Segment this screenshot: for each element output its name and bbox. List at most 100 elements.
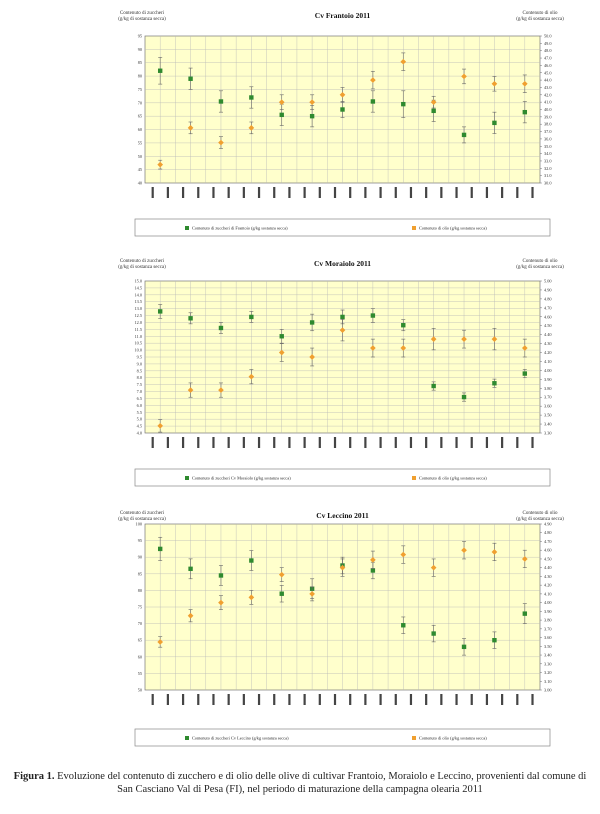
leccino-x-tick-label [197,694,200,705]
leccino-x-tick-label [364,694,367,705]
moraiolo-oil-point [430,336,437,342]
moraiolo-ylabel-left-unit: (g/kg di sostanza secca) [118,265,166,270]
moraiolo-sugar-point [370,313,376,318]
frantoio-right-tick: 43.0 [544,85,552,90]
chart-frantoio-svg: Contenuto di zuccheri(g/kg di sostanza s… [118,11,564,237]
leccino-x-tick-label [394,694,397,705]
frantoio-ylabel-left-unit: (g/kg di sostanza secca) [118,17,166,22]
frantoio-legend-sugar-label: Contenuto di zuccheri di Frantoio (g/kg … [192,226,288,231]
moraiolo-x-tick-label [485,437,489,448]
moraiolo-sugar-point [309,320,315,325]
leccino-left-tick: 65 [138,638,142,643]
leccino-x-tick-label [181,694,185,705]
moraiolo-x-tick-label [257,437,261,448]
frantoio-ylabel-left: Contenuto di zuccheri [120,11,165,16]
frantoio-x-tick-label [197,187,200,198]
leccino-x-tick-label [227,694,230,705]
moraiolo-right-tick: 4.20 [544,350,552,355]
frantoio-x-tick-label [531,187,534,198]
frantoio-sugar-point [340,107,345,112]
leccino-right-tick: 3.30 [544,661,552,666]
chart-moraiolo: Contenuto di zuccheri (g/kg di sostanza s… [0,248,600,500]
frantoio-right-tick: 31.0 [544,173,552,178]
chart-frantoio: Contenuto di zuccheri (g/kg di sostanza s… [0,0,600,248]
leccino-x-tick-label [349,694,352,705]
frantoio-oil-point [370,77,376,83]
leccino-right-tick: 3.50 [544,644,552,649]
moraiolo-left-tick: 14.0 [134,292,142,297]
frantoio-oil-point [157,161,164,168]
frantoio-chart-title: Cv Frantoio 2011 [315,11,371,20]
frantoio-right-tick: 37.0 [544,129,552,134]
moraiolo-left-tick: 5.0 [137,417,142,422]
frantoio-right-tick: 33.0 [544,158,552,163]
moraiolo-x-tick-label [470,437,473,448]
leccino-right-tick: 4.30 [544,574,552,579]
leccino-left-tick: 85 [138,571,142,576]
frantoio-x-tick-label [151,187,154,198]
leccino-right-tick: 4.80 [544,530,552,535]
moraiolo-legend-oil-label: Contenuto di olio (g/kg sostanza secca) [419,476,487,481]
frantoio-x-tick-label [227,187,230,198]
moraiolo-left-tick: 9.0 [137,361,142,366]
leccino-right-tick: 3.90 [544,609,552,614]
leccino-sugar-point [249,558,254,563]
moraiolo-left-tick: 4.0 [137,431,142,436]
moraiolo-oil-point [370,345,376,351]
moraiolo-x-tick-label [333,437,337,448]
moraiolo-left-tick: 4.5 [137,424,142,429]
leccino-left-tick: 60 [138,654,142,659]
frantoio-oil-point [521,80,528,87]
moraiolo-right-tick: 3.60 [544,404,552,409]
moraiolo-ylabel-right-unit: (g/kg di sostanza secca) [516,265,564,270]
moraiolo-x-tick-label [349,437,352,448]
moraiolo-x-tick-label [242,437,245,448]
frantoio-x-tick-label [257,187,261,198]
moraiolo-x-tick-label [379,437,382,448]
moraiolo-right-tick: 4.00 [544,368,552,373]
leccino-x-tick-label [333,694,337,705]
leccino-ylabel-left-unit: (g/kg di sostanza secca) [118,517,166,522]
leccino-x-tick-label [501,694,504,705]
moraiolo-x-tick-label [151,437,154,448]
moraiolo-right-tick: 5.00 [544,279,552,284]
moraiolo-oil-point [309,354,315,360]
moraiolo-left-tick: 7.0 [137,389,142,394]
leccino-x-tick-label [151,694,154,705]
frantoio-right-tick: 48.0 [544,48,552,53]
frantoio-legend-sugar-marker [185,226,189,230]
moraiolo-left-tick: 12.5 [134,313,142,318]
frantoio-left-tick: 50 [138,154,142,159]
moraiolo-x-tick-label [181,437,185,448]
leccino-x-tick-label [440,694,443,705]
leccino-x-tick-label [212,694,215,705]
leccino-legend-sugar-label: Contenuto di zuccheri Cv Leccino (g/kg s… [192,736,289,741]
caption-label: Figura 1. [13,771,55,782]
moraiolo-oil-point [339,327,346,334]
frantoio-x-tick-label [273,187,276,198]
leccino-sugar-point [370,568,376,573]
frantoio-x-tick-label [318,187,321,198]
frantoio-x-tick-label [379,187,382,198]
leccino-legend-oil-label: Contenuto di olio (g/kg sostanza secca) [419,736,487,741]
frantoio-legend-oil-label: Contenuto di olio (g/kg sostanza secca) [419,226,487,231]
moraiolo-x-tick-label [409,437,413,448]
leccino-sugar-point [188,566,193,572]
frantoio-right-tick: 38.0 [544,122,552,127]
moraiolo-x-tick-label [273,437,276,448]
frantoio-x-tick-label [440,187,443,198]
moraiolo-left-tick: 10.5 [134,341,142,346]
moraiolo-left-tick: 8.5 [137,368,142,373]
frantoio-legend-oil-marker [412,226,416,230]
frantoio-right-tick: 40.0 [544,107,552,112]
moraiolo-left-tick: 8.0 [137,375,142,380]
frantoio-left-tick: 40 [138,181,142,186]
moraiolo-x-tick-label [455,437,458,448]
frantoio-x-tick-label [333,187,337,198]
moraiolo-left-tick: 5.5 [137,410,142,415]
leccino-legend-sugar-marker [185,736,189,740]
moraiolo-left-tick: 10.0 [134,348,142,353]
frantoio-left-tick: 80 [138,74,142,79]
frantoio-x-tick-label [364,187,367,198]
frantoio-right-tick: 45.0 [544,70,552,75]
